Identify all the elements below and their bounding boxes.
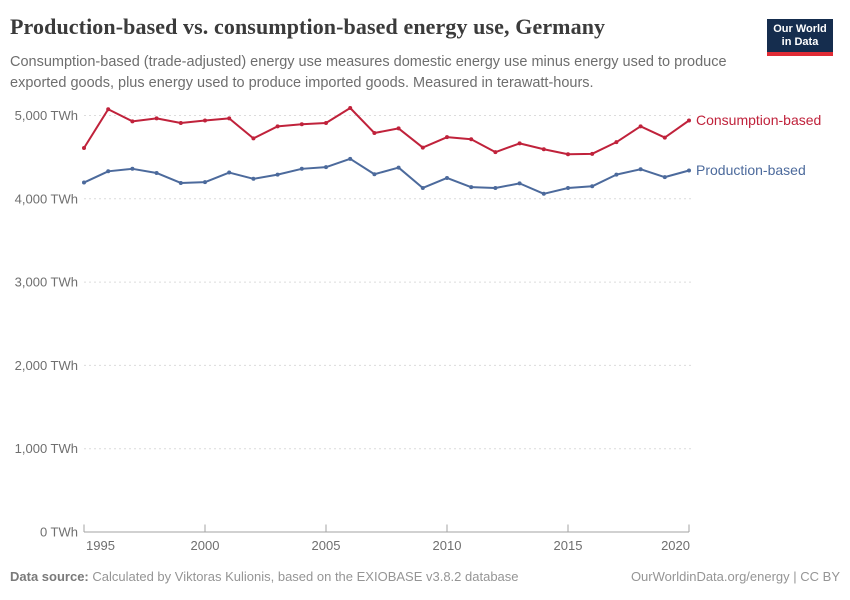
owid-logo-line2: in Data	[781, 36, 819, 48]
y-tick-label: 4,000 TWh	[15, 191, 78, 206]
data-point-consumption-based-1996[interactable]	[106, 107, 111, 112]
data-point-consumption-based-2004[interactable]	[299, 122, 304, 127]
data-point-production-based-2017[interactable]	[614, 172, 619, 177]
data-point-production-based-2001[interactable]	[227, 170, 232, 175]
data-source-label: Data source:	[10, 569, 89, 584]
data-point-production-based-1997[interactable]	[130, 166, 135, 171]
data-point-production-based-2009[interactable]	[420, 185, 425, 190]
x-tick-label: 2000	[191, 538, 220, 553]
data-point-consumption-based-2020[interactable]	[687, 118, 691, 123]
data-point-consumption-based-2012[interactable]	[493, 150, 498, 155]
data-point-production-based-2005[interactable]	[324, 165, 328, 170]
data-point-consumption-based-2018[interactable]	[638, 124, 643, 129]
data-point-production-based-2008[interactable]	[396, 165, 401, 170]
data-point-production-based-1999[interactable]	[178, 180, 183, 185]
data-point-production-based-2007[interactable]	[372, 172, 377, 177]
y-tick-label: 2,000 TWh	[15, 358, 78, 373]
y-tick-label: 1,000 TWh	[15, 441, 78, 456]
data-point-consumption-based-2011[interactable]	[469, 137, 474, 142]
data-point-production-based-2015[interactable]	[566, 185, 570, 190]
data-point-production-based-1998[interactable]	[154, 170, 159, 175]
data-point-consumption-based-2007[interactable]	[372, 130, 377, 135]
data-point-consumption-based-2010[interactable]	[445, 135, 449, 140]
y-tick-label: 3,000 TWh	[15, 275, 78, 290]
data-point-production-based-1995[interactable]	[82, 180, 86, 185]
data-point-production-based-1996[interactable]	[106, 169, 111, 174]
x-tick-label: 2010	[433, 538, 462, 553]
series-line-production-based[interactable]	[83, 157, 690, 195]
data-point-consumption-based-2006[interactable]	[348, 106, 353, 111]
data-point-consumption-based-2005[interactable]	[324, 120, 328, 125]
data-point-production-based-2004[interactable]	[299, 166, 304, 171]
data-point-production-based-2002[interactable]	[251, 176, 256, 181]
data-point-consumption-based-2002[interactable]	[251, 136, 256, 141]
owid-logo-line1: Our World	[773, 23, 827, 35]
data-point-consumption-based-1999[interactable]	[178, 120, 183, 125]
series-label-production-based: Production-based	[696, 162, 806, 178]
data-point-production-based-2018[interactable]	[638, 167, 643, 172]
chart-footer: Data source: Calculated by Viktoras Kuli…	[10, 569, 840, 584]
x-tick-label: 2020	[661, 538, 690, 553]
data-point-production-based-2000[interactable]	[203, 180, 207, 185]
data-point-production-based-2013[interactable]	[517, 181, 522, 186]
data-point-consumption-based-2008[interactable]	[396, 126, 401, 131]
data-source-text: Calculated by Viktoras Kulionis, based o…	[92, 569, 519, 584]
y-tick-label: 5,000 TWh	[15, 108, 78, 123]
data-point-consumption-based-2001[interactable]	[227, 116, 232, 121]
data-point-production-based-2019[interactable]	[662, 175, 667, 180]
series-label-consumption-based: Consumption-based	[696, 112, 821, 128]
data-point-consumption-based-2017[interactable]	[614, 140, 619, 145]
data-point-consumption-based-2003[interactable]	[275, 124, 280, 129]
y-tick-label: 0 TWh	[40, 525, 78, 540]
data-point-production-based-2012[interactable]	[493, 185, 498, 190]
data-point-consumption-based-2015[interactable]	[566, 152, 570, 157]
data-point-consumption-based-2019[interactable]	[662, 135, 667, 140]
page-title: Production-based vs. consumption-based e…	[10, 14, 606, 39]
data-point-production-based-2003[interactable]	[275, 172, 280, 177]
data-point-consumption-based-1998[interactable]	[154, 116, 159, 121]
x-tick-label: 2015	[554, 538, 583, 553]
data-point-production-based-2006[interactable]	[348, 156, 353, 161]
data-point-consumption-based-1997[interactable]	[130, 119, 135, 124]
data-point-production-based-2011[interactable]	[469, 185, 474, 190]
owid-logo[interactable]: Our World in Data	[767, 19, 833, 56]
series-line-consumption-based[interactable]	[83, 107, 690, 156]
credit-link[interactable]: OurWorldinData.org/energy | CC BY	[630, 569, 840, 584]
x-tick-label: 1995	[86, 538, 115, 553]
data-point-production-based-2014[interactable]	[541, 191, 546, 196]
x-tick-label: 2005	[312, 538, 341, 553]
data-point-production-based-2020[interactable]	[687, 168, 691, 173]
data-source-note: Data source: Calculated by Viktoras Kuli…	[10, 569, 519, 584]
data-point-consumption-based-2009[interactable]	[420, 145, 425, 150]
data-point-consumption-based-2016[interactable]	[590, 151, 595, 156]
data-point-production-based-2016[interactable]	[590, 184, 595, 189]
chart-subtitle: Consumption-based (trade-adjusted) energ…	[10, 54, 727, 91]
data-point-consumption-based-2000[interactable]	[203, 118, 207, 123]
data-point-consumption-based-2013[interactable]	[517, 141, 522, 146]
data-point-production-based-2010[interactable]	[445, 175, 449, 180]
data-point-consumption-based-2014[interactable]	[541, 147, 546, 152]
data-point-consumption-based-1995[interactable]	[82, 145, 86, 150]
